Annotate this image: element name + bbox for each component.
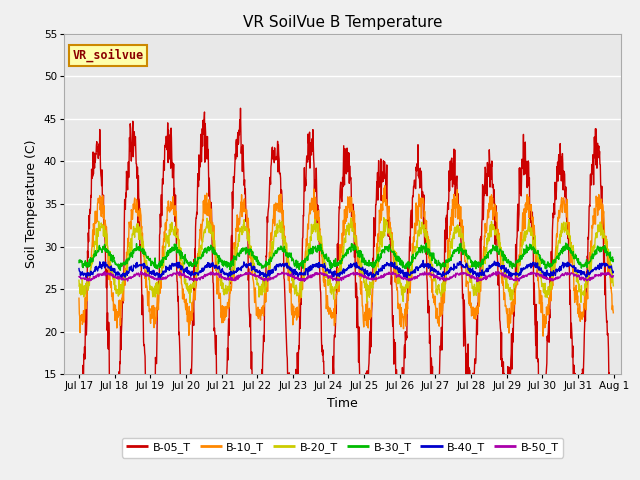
Text: VR_soilvue: VR_soilvue bbox=[72, 49, 143, 62]
Title: VR SoilVue B Temperature: VR SoilVue B Temperature bbox=[243, 15, 442, 30]
X-axis label: Time: Time bbox=[327, 397, 358, 410]
Y-axis label: Soil Temperature (C): Soil Temperature (C) bbox=[25, 140, 38, 268]
Legend: B-05_T, B-10_T, B-20_T, B-30_T, B-40_T, B-50_T: B-05_T, B-10_T, B-20_T, B-30_T, B-40_T, … bbox=[122, 438, 563, 458]
